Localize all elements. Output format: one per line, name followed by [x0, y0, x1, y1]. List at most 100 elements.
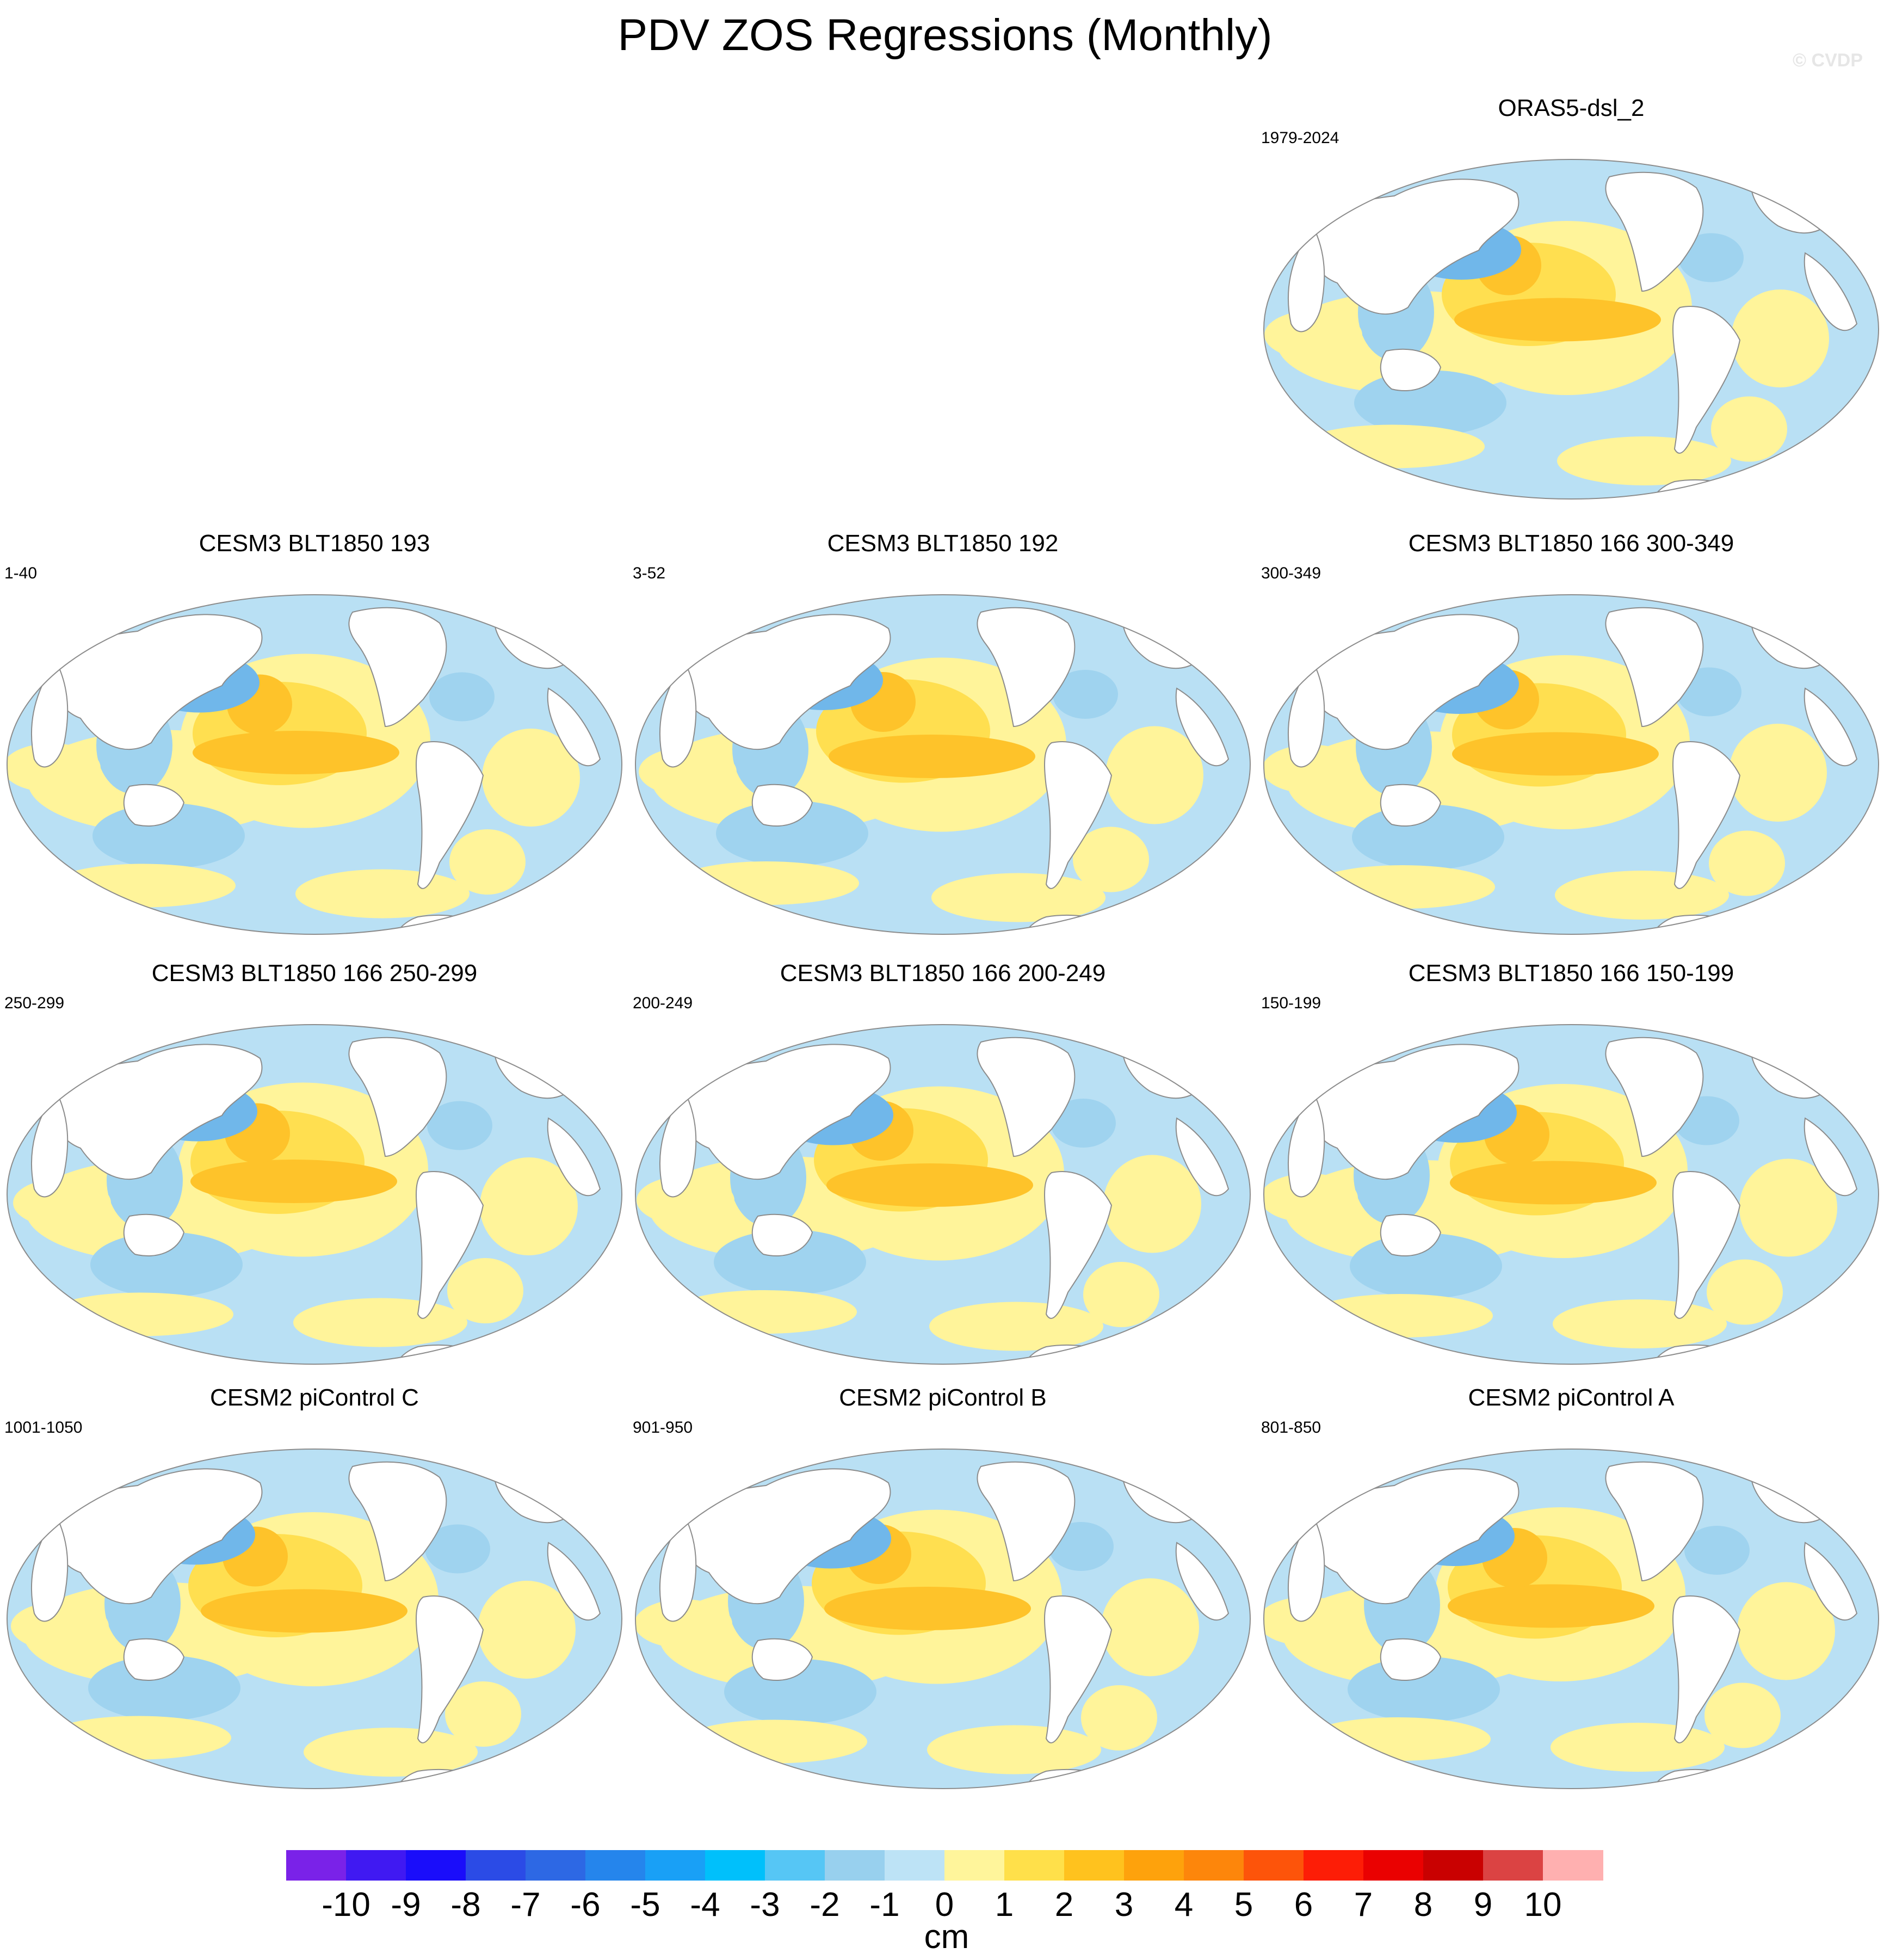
colorbar-tick-label: -8 — [450, 1886, 481, 1924]
landmass — [1803, 1117, 1858, 1197]
map — [633, 580, 1253, 941]
watermark: © CVDP — [1793, 50, 1863, 71]
positive-anomaly-region — [1709, 830, 1785, 896]
landmass — [1605, 1461, 1704, 1582]
panel-cesm2-b: CESM2 piControl B 901-950 — [633, 1382, 1253, 1796]
landmass — [1287, 660, 1325, 768]
map-svg — [7, 1024, 622, 1365]
colorbar-swatch — [286, 1850, 347, 1881]
landmass — [751, 1213, 813, 1257]
map-fill-group — [1264, 1449, 1879, 1789]
landmass — [1672, 1171, 1741, 1319]
positive-anomaly-region — [1739, 1158, 1837, 1257]
positive-anomaly-region — [478, 1581, 576, 1679]
colorbar-swatch — [825, 1850, 885, 1881]
landmass — [1803, 687, 1858, 767]
positive-anomaly-region — [1308, 1294, 1493, 1338]
landmass — [659, 660, 697, 768]
landmass — [547, 1117, 601, 1197]
colorbar-swatch — [645, 1850, 706, 1881]
landmass — [1175, 1542, 1230, 1621]
landmass — [659, 1090, 697, 1198]
landmass — [1605, 171, 1704, 292]
panel-range: 1979-2024 — [1261, 129, 1339, 147]
landmass — [30, 660, 69, 768]
panel-cesm3-193: CESM3 BLT1850 193 1-40 — [4, 528, 625, 941]
map-fill-group — [635, 595, 1250, 934]
map-svg — [7, 594, 622, 935]
positive-anomaly-region — [1704, 1682, 1781, 1748]
positive-anomaly-region — [447, 1258, 523, 1323]
panel-cesm3-166-250: CESM3 BLT1850 166 250-299 250-299 — [4, 958, 625, 1371]
landmass — [1175, 687, 1230, 767]
panel-range: 250-299 — [4, 994, 65, 1012]
landmass — [123, 1213, 185, 1257]
panel-title: CESM3 BLT1850 166 200-249 — [780, 960, 1106, 987]
colorbar-swatch — [1124, 1850, 1184, 1881]
map-outline — [7, 594, 622, 935]
positive-anomaly-region — [1452, 732, 1659, 776]
landmass — [1672, 1595, 1741, 1743]
landmass — [1175, 1117, 1230, 1197]
positive-anomaly-region — [480, 1157, 578, 1255]
positive-anomaly-region — [1300, 424, 1485, 469]
colorbar-units: cm — [924, 1918, 969, 1956]
landmass — [1605, 607, 1704, 728]
colorbar-swatch — [1423, 1850, 1484, 1881]
map-outline — [1263, 1024, 1879, 1365]
landmass — [1803, 252, 1858, 331]
positive-anomaly-region — [824, 1587, 1031, 1630]
colorbar-tick-label: -10 — [322, 1886, 370, 1924]
colorbar-swatch — [585, 1850, 646, 1881]
colorbar-tick-label: 3 — [1114, 1886, 1134, 1924]
positive-anomaly-region — [674, 861, 859, 905]
map-outline — [1263, 159, 1879, 500]
panel-title: CESM3 BLT1850 166 250-299 — [151, 960, 478, 987]
landmass — [1044, 1595, 1113, 1743]
positive-anomaly-region — [190, 1160, 397, 1203]
negative-anomaly-region — [429, 672, 495, 722]
map-svg — [635, 1024, 1251, 1365]
colorbar-tick-label: -3 — [750, 1886, 780, 1924]
landmass — [1287, 1514, 1325, 1622]
map-svg — [1263, 594, 1879, 935]
colorbar-tick-label: -4 — [690, 1886, 720, 1924]
colorbar-tick-label: -2 — [810, 1886, 840, 1924]
map — [1261, 1009, 1881, 1371]
map-outline — [1263, 594, 1879, 935]
colorbar-swatch — [1244, 1850, 1304, 1881]
positive-anomaly-region — [48, 1292, 233, 1336]
panel-title: CESM3 BLT1850 166 150-199 — [1408, 960, 1734, 987]
landmass — [977, 1037, 1076, 1157]
map-fill-group — [1264, 159, 1879, 499]
positive-anomaly-region — [826, 1163, 1033, 1207]
panel-cesm3-166-200: CESM3 BLT1850 166 200-249 200-249 — [633, 958, 1253, 1371]
colorbar-swatch — [705, 1850, 765, 1881]
colorbar-tick-label: -1 — [869, 1886, 900, 1924]
panel-range: 1001-1050 — [4, 1419, 83, 1437]
map-outline — [7, 1024, 622, 1365]
map — [633, 1009, 1253, 1371]
landmass — [977, 607, 1076, 728]
landmass — [30, 1090, 69, 1198]
panel-range: 3-52 — [633, 564, 666, 582]
positive-anomaly-region — [1264, 310, 1362, 360]
landmass — [977, 1461, 1076, 1582]
colorbar — [286, 1850, 1603, 1881]
landmass — [751, 784, 813, 827]
colorbar-swatch — [346, 1850, 406, 1881]
map-fill-group — [635, 1449, 1250, 1789]
landmass — [123, 784, 185, 827]
positive-anomaly-region — [1729, 724, 1827, 822]
colorbar-tick-label: 8 — [1413, 1886, 1433, 1924]
positive-anomaly-region — [449, 829, 526, 895]
colorbar-tick-label: 2 — [1054, 1886, 1074, 1924]
negative-anomaly-region — [1051, 1099, 1116, 1148]
colorbar-swatch — [1543, 1850, 1603, 1881]
map-svg — [7, 1449, 622, 1789]
landmass — [547, 1542, 601, 1621]
panel-title: CESM3 BLT1850 193 — [199, 530, 430, 557]
landmass — [416, 1171, 484, 1319]
colorbar-tick-label: 5 — [1234, 1886, 1253, 1924]
positive-anomaly-region — [929, 1302, 1103, 1351]
